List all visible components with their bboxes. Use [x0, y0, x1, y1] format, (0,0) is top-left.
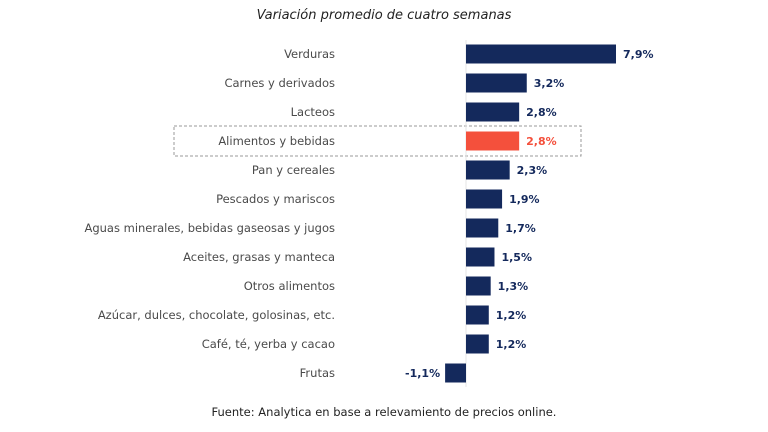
- category-label: Café, té, yerba y cacao: [202, 337, 335, 351]
- bars-layer: [445, 44, 616, 383]
- bar: [466, 189, 503, 209]
- category-label: Frutas: [300, 366, 335, 380]
- bar: [466, 131, 520, 151]
- value-label: 2,3%: [517, 164, 548, 177]
- value-label: 1,2%: [496, 338, 527, 351]
- bar: [466, 160, 510, 180]
- value-labels-layer: 7,9% 3,2% 2,8% 2,8% 2,3% 1,9% 1,7% 1,5% 1,3% 1,2%…: [405, 48, 653, 380]
- bar: [466, 218, 499, 238]
- category-label: Alimentos y bebidas: [218, 134, 335, 148]
- bar: [445, 363, 466, 383]
- value-label: 2,8%: [526, 135, 557, 148]
- bar: [466, 334, 489, 354]
- value-label: 3,2%: [534, 77, 565, 90]
- category-label: Verduras: [284, 47, 335, 61]
- bar: [466, 73, 527, 93]
- bar: [466, 102, 520, 122]
- category-labels-layer: Verduras Carnes y derivados Lacteos Aliment…: [84, 47, 335, 380]
- value-label: 7,9%: [623, 48, 654, 61]
- bar: [466, 305, 489, 325]
- value-label: -1,1%: [405, 367, 440, 380]
- value-label: 1,2%: [496, 309, 527, 322]
- highlight-box-layer: [173, 125, 582, 157]
- category-label: Aguas minerales, bebidas gaseosas y jugo…: [84, 221, 335, 235]
- value-label: 1,3%: [498, 280, 529, 293]
- bar: [466, 44, 616, 64]
- value-label: 2,8%: [526, 106, 557, 119]
- highlight-box: [173, 125, 582, 157]
- category-label: Lacteos: [291, 105, 335, 119]
- value-label: 1,7%: [505, 222, 536, 235]
- bar: [466, 247, 495, 267]
- category-label: Pescados y mariscos: [216, 192, 335, 206]
- category-label: Carnes y derivados: [224, 76, 335, 90]
- category-label: Aceites, grasas y manteca: [183, 250, 335, 264]
- value-label: 1,5%: [501, 251, 532, 264]
- value-label: 1,9%: [509, 193, 540, 206]
- source-note: Fuente: Analytica en base a relevamiento…: [211, 405, 557, 419]
- category-label: Pan y cereales: [252, 163, 335, 177]
- category-label: Azúcar, dulces, chocolate, golosinas, et…: [98, 308, 335, 322]
- category-label: Otros alimentos: [244, 279, 335, 293]
- chart-title: Variación promedio de cuatro semanas: [256, 8, 512, 23]
- bar: [466, 276, 491, 296]
